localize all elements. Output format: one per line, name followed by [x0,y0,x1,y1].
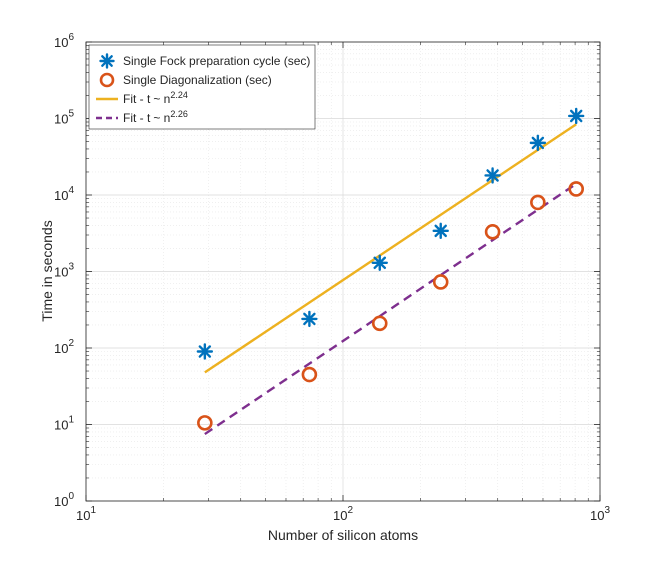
x-tick-exponent: 1 [90,505,96,516]
y-tick-exponent: 1 [68,415,74,426]
legend-label-symbol: ~ n [153,92,170,106]
legend-label-exponent: 2.24 [170,90,188,100]
data-point [568,107,585,125]
legend-label-name: Fit - t [123,111,151,125]
y-tick-label: 100 [54,491,74,509]
data-point [484,224,501,240]
x-tick-exponent: 3 [604,505,610,516]
y-tick-exponent: 2 [68,338,74,349]
asterisk-stroke [531,136,545,150]
y-tick-exponent: 0 [68,491,74,502]
data-point [196,343,214,360]
fit-line [204,123,577,374]
data-point [371,315,388,332]
y-tick-exponent: 6 [68,32,74,43]
axis-ticks [85,41,601,502]
y-tick-label: 106 [54,32,74,50]
y-tick-label: 105 [54,109,74,127]
y-tick-exponent: 3 [68,262,74,273]
x-tick-exponent: 2 [347,505,353,516]
legend-label: Single Diagonalization (sec) [123,73,272,87]
y-tick-label: 104 [54,185,74,203]
asterisk-stroke [569,109,583,123]
x-tick-label: 101 [76,505,96,523]
asterisk-stroke [198,345,212,358]
series-markers-2 [197,181,585,431]
data-point [371,254,388,271]
data-point [301,310,318,328]
x-tick-label: 102 [333,505,353,523]
y-tick-exponent: 4 [68,185,74,196]
legend-box [88,44,316,130]
y-tick-base: 10 [54,112,68,127]
legend-label-name: Single Diagonalization (sec) [123,73,272,87]
y-tick-base: 10 [54,418,68,433]
legend: Single Fock preparation cycle (sec) Singl… [88,44,316,130]
legend-label-exponent: 2.26 [170,109,188,119]
y-tick-base: 10 [54,265,68,280]
legend-symbol [99,53,115,69]
y-tick-label: 102 [54,338,74,356]
data-point [432,274,449,290]
legend-label: Fit - t ~ n2.24 [123,90,188,106]
y-axis-label: Time in seconds [39,220,55,321]
x-axis-label: Number of silicon atoms [268,527,418,543]
y-tick-base: 10 [54,494,68,509]
data-point [568,181,585,197]
asterisk-stroke [434,224,447,238]
asterisk-stroke [373,256,386,270]
asterisk-stroke [486,169,499,182]
y-tick-exponent: 5 [68,109,74,120]
data-point [432,222,449,240]
x-tick-base: 10 [76,508,90,523]
series-3 [204,123,577,374]
legend-label-name: Single Fock preparation cycle (sec) [123,54,310,68]
data-point [484,167,501,184]
x-tick-base: 10 [590,508,604,523]
data-point [197,415,213,431]
series-markers-1 [196,107,585,360]
y-tick-label: 103 [54,262,74,280]
legend-label: Fit - t ~ n2.26 [123,109,188,125]
data-point [530,194,546,211]
y-tick-label: 101 [54,415,74,433]
legend-label: Single Fock preparation cycle (sec) [123,54,310,68]
legend-symbol [99,72,115,88]
x-tick-label: 103 [590,505,610,523]
legend-label-name: Fit - t [123,92,151,106]
y-tick-base: 10 [54,35,68,50]
data-point [301,366,318,383]
series-layer [196,107,585,436]
legend-label-symbol: ~ n [153,111,170,125]
y-tick-base: 10 [54,188,68,203]
data-point [529,134,547,152]
x-tick-base: 10 [333,508,347,523]
asterisk-stroke [303,312,316,326]
y-tick-base: 10 [54,341,68,356]
asterisk-stroke [101,55,113,67]
